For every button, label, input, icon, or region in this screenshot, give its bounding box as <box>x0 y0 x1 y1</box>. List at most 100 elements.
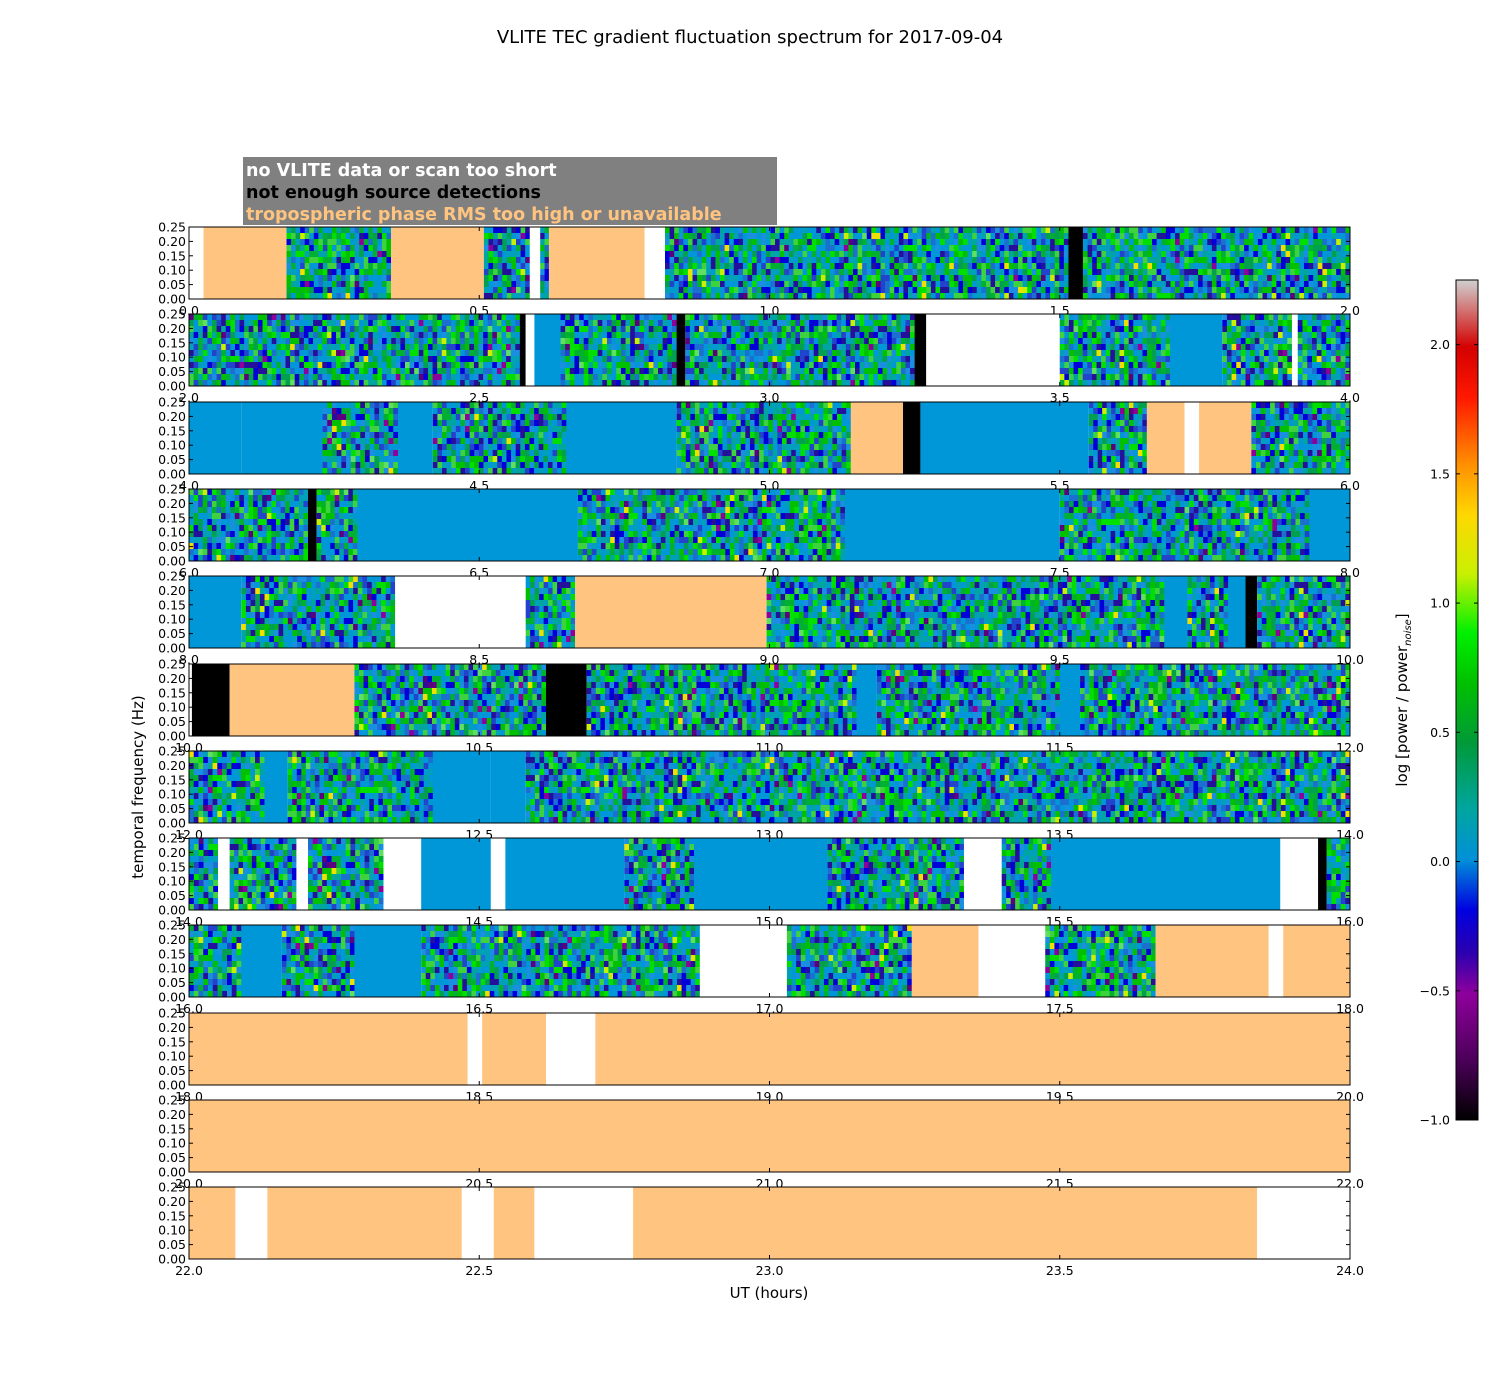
data-cell <box>875 251 881 258</box>
data-cell <box>1312 326 1318 333</box>
data-cell <box>880 281 886 288</box>
data-cell <box>1161 257 1167 264</box>
data-cell <box>1340 362 1346 369</box>
data-cell <box>414 326 420 333</box>
data-cell <box>286 281 292 288</box>
data-cell <box>689 350 695 357</box>
data-cell <box>1059 326 1065 333</box>
data-cell <box>834 293 840 300</box>
data-cell <box>520 257 526 264</box>
data-cell <box>492 338 498 345</box>
data-cell <box>749 326 755 333</box>
data-cell <box>336 251 342 258</box>
data-cell <box>1302 350 1308 357</box>
data-cell <box>465 414 470 421</box>
data-cell <box>859 362 865 369</box>
data-cell <box>694 332 700 339</box>
data-cell <box>1129 275 1134 282</box>
data-cell <box>437 468 443 475</box>
data-cell <box>451 462 457 469</box>
data-cell <box>1280 263 1286 270</box>
data-cell <box>253 362 259 369</box>
data-cell <box>1188 269 1194 276</box>
data-cell <box>1331 233 1337 240</box>
data-cell <box>830 281 835 288</box>
data-cell <box>1175 239 1180 246</box>
data-cell <box>1253 245 1259 252</box>
data-cell <box>360 426 366 433</box>
data-cell <box>658 338 664 345</box>
data-cell <box>583 326 589 333</box>
data-cell <box>1207 251 1213 258</box>
data-cell <box>313 257 319 264</box>
data-cell <box>1152 275 1157 282</box>
data-cell <box>887 344 893 351</box>
data-cell <box>502 293 508 300</box>
data-cell <box>372 233 378 240</box>
data-cell <box>510 362 516 369</box>
data-cell <box>738 245 744 252</box>
data-cell <box>404 326 410 333</box>
data-cell <box>976 251 982 258</box>
data-cell <box>639 374 645 381</box>
data-cell <box>1142 344 1148 351</box>
data-cell <box>825 257 831 264</box>
data-cell <box>1091 356 1097 363</box>
data-cell <box>772 338 778 345</box>
data-cell <box>726 350 732 357</box>
data-cell <box>692 281 698 288</box>
data-cell <box>1321 368 1327 375</box>
data-cell <box>788 275 794 282</box>
data-cell <box>859 338 865 345</box>
data-cell <box>355 438 361 445</box>
data-cell <box>1340 281 1346 288</box>
data-cell <box>830 257 835 264</box>
data-cell <box>843 275 849 282</box>
data-cell <box>280 326 286 333</box>
data-cell <box>816 257 822 264</box>
data-cell <box>1231 332 1237 339</box>
data-cell <box>510 344 516 351</box>
data-cell <box>276 326 282 333</box>
data-cell <box>843 257 849 264</box>
data-cell <box>953 287 959 294</box>
data-cell <box>908 281 913 288</box>
data-cell <box>465 450 470 457</box>
data-cell <box>1101 314 1107 321</box>
data-cell <box>1282 374 1288 381</box>
data-cell <box>451 438 457 445</box>
data-cell <box>793 239 799 246</box>
data-cell <box>671 314 677 321</box>
data-cell <box>368 380 374 387</box>
data-cell <box>1331 281 1337 288</box>
data-cell <box>271 356 277 363</box>
data-cell <box>1345 374 1351 381</box>
data-cell <box>322 426 328 433</box>
data-cell <box>418 332 424 339</box>
data-cell <box>565 320 571 327</box>
y-tick-label: 0.15 <box>158 248 186 263</box>
data-cell <box>207 374 213 381</box>
data-cell <box>825 245 831 252</box>
data-cell <box>1129 287 1134 294</box>
data-cell <box>478 462 484 469</box>
data-cell <box>1225 269 1231 276</box>
data-cell <box>882 374 888 381</box>
data-cell <box>460 402 466 409</box>
data-cell <box>749 332 755 339</box>
data-cell <box>744 314 750 321</box>
data-cell <box>1147 374 1153 381</box>
data-cell <box>912 263 918 270</box>
data-cell <box>451 468 457 475</box>
data-cell <box>859 356 865 363</box>
data-cell <box>1068 350 1074 357</box>
data-cell <box>354 338 360 345</box>
data-cell <box>1170 293 1176 300</box>
data-cell <box>474 408 480 415</box>
data-cell <box>1259 374 1265 381</box>
data-cell <box>758 380 764 387</box>
data-cell <box>839 293 845 300</box>
data-cell <box>811 245 817 252</box>
data-cell <box>1008 263 1014 270</box>
data-cell <box>474 432 480 439</box>
